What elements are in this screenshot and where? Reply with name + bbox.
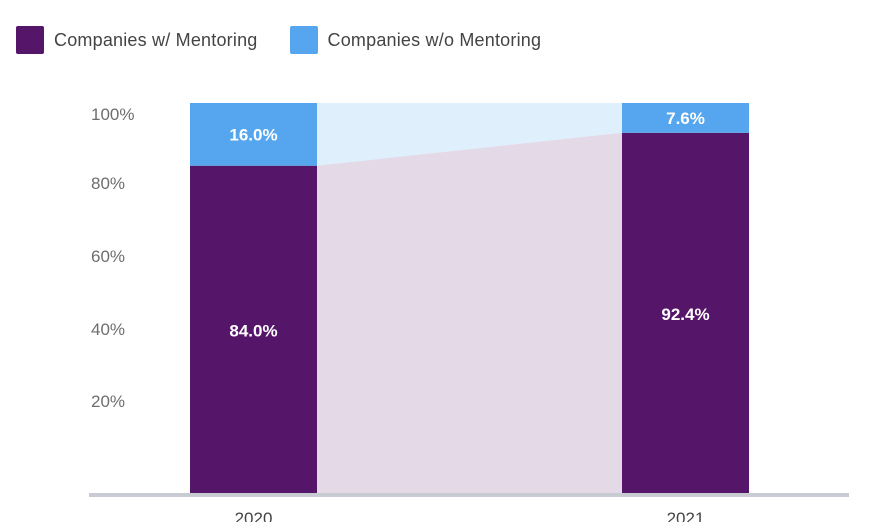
- y-axis-ticks: 20% 40% 60% 80% 100%: [91, 105, 134, 411]
- bar-with-mentoring-2020: [190, 165, 317, 495]
- x-tick-label: 2020: [235, 509, 273, 522]
- data-label-without-mentoring: 16.0%: [229, 125, 277, 144]
- bar-with-mentoring-2021: [622, 132, 749, 496]
- legend-item-with-mentoring: Companies w/ Mentoring: [16, 26, 258, 54]
- y-tick-label: 20%: [91, 392, 125, 411]
- connector-areas: [317, 103, 622, 496]
- y-tick-label: 100%: [91, 105, 134, 124]
- x-tick-label: 2021: [667, 509, 705, 522]
- x-axis-labels: 2020 2021: [235, 509, 705, 522]
- legend-label-with-mentoring: Companies w/ Mentoring: [54, 29, 258, 50]
- bars: [190, 103, 749, 496]
- y-tick-label: 80%: [91, 174, 125, 193]
- connector-area-with-mentoring: [317, 132, 622, 496]
- data-label-with-mentoring: 84.0%: [229, 321, 277, 340]
- legend-swatch-without-mentoring: [289, 26, 318, 54]
- bar-without-mentoring-2020: [190, 103, 317, 166]
- data-label-without-mentoring: 7.6%: [666, 109, 705, 128]
- y-tick-label: 40%: [91, 320, 125, 339]
- bar-without-mentoring-2021: [622, 103, 749, 133]
- legend-label-without-mentoring: Companies w/o Mentoring: [327, 29, 542, 50]
- legend: Companies w/ Mentoring Companies w/o Men…: [16, 26, 573, 54]
- legend-item-without-mentoring: Companies w/o Mentoring: [289, 26, 542, 54]
- data-label-with-mentoring: 92.4%: [661, 305, 709, 324]
- data-labels: 84.0% 16.0% 92.4% 7.6%: [229, 109, 709, 340]
- connector-area-without-mentoring: [317, 103, 622, 166]
- legend-swatch-with-mentoring: [16, 26, 44, 54]
- y-tick-label: 60%: [91, 247, 125, 266]
